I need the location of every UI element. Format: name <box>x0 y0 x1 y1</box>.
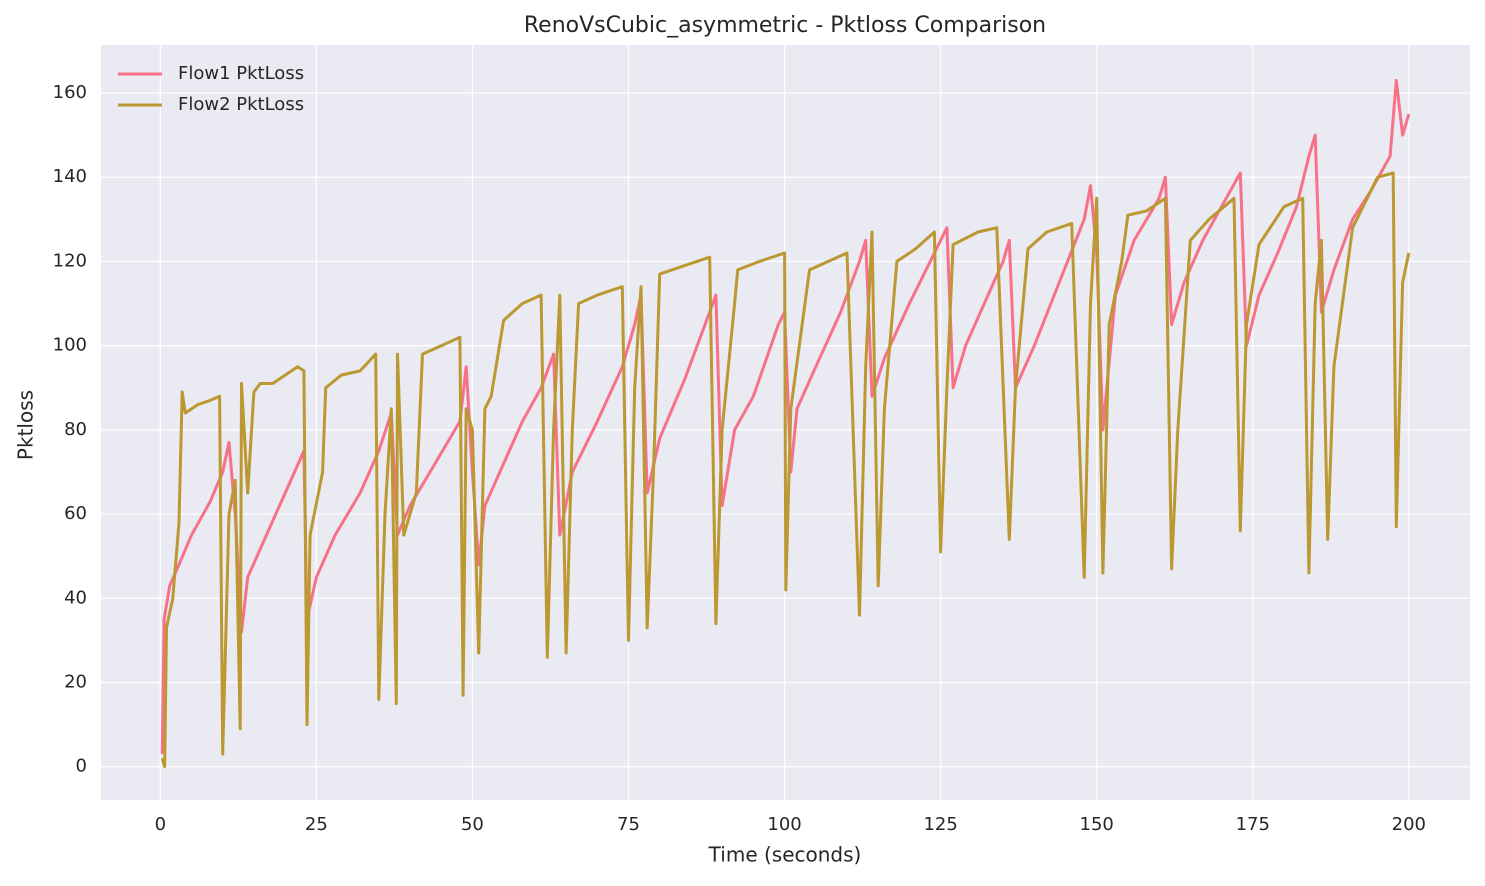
legend-label: Flow2 PktLoss <box>178 94 304 115</box>
y-tick-label: 80 <box>64 419 87 440</box>
y-tick-label: 120 <box>53 250 87 271</box>
x-tick-label: 125 <box>923 814 957 835</box>
x-tick-label: 75 <box>617 814 640 835</box>
y-tick-label: 160 <box>53 82 87 103</box>
x-tick-label: 25 <box>305 814 328 835</box>
legend-label: Flow1 PktLoss <box>178 63 304 84</box>
y-tick-label: 40 <box>64 587 87 608</box>
y-axis-label: Pktloss <box>14 390 38 460</box>
x-tick-label: 200 <box>1392 814 1426 835</box>
x-tick-label: 100 <box>767 814 801 835</box>
y-tick-label: 140 <box>53 166 87 187</box>
y-tick-label: 60 <box>64 503 87 524</box>
y-tick-label: 0 <box>76 756 87 777</box>
x-tick-label: 50 <box>461 814 484 835</box>
x-axis-label: Time (seconds) <box>708 843 862 867</box>
series-line <box>160 171 1411 769</box>
x-tick-label: 0 <box>155 814 166 835</box>
x-tick-label: 150 <box>1080 814 1114 835</box>
y-tick-label: 20 <box>64 672 87 693</box>
series-line <box>160 78 1411 755</box>
chart-title: RenoVsCubic_asymmetric - Pktloss Compari… <box>524 13 1046 38</box>
x-tick-label: 175 <box>1236 814 1270 835</box>
y-tick-label: 100 <box>53 335 87 356</box>
lines <box>160 78 1411 769</box>
legend: Flow1 PktLoss Flow2 PktLoss <box>118 63 304 115</box>
